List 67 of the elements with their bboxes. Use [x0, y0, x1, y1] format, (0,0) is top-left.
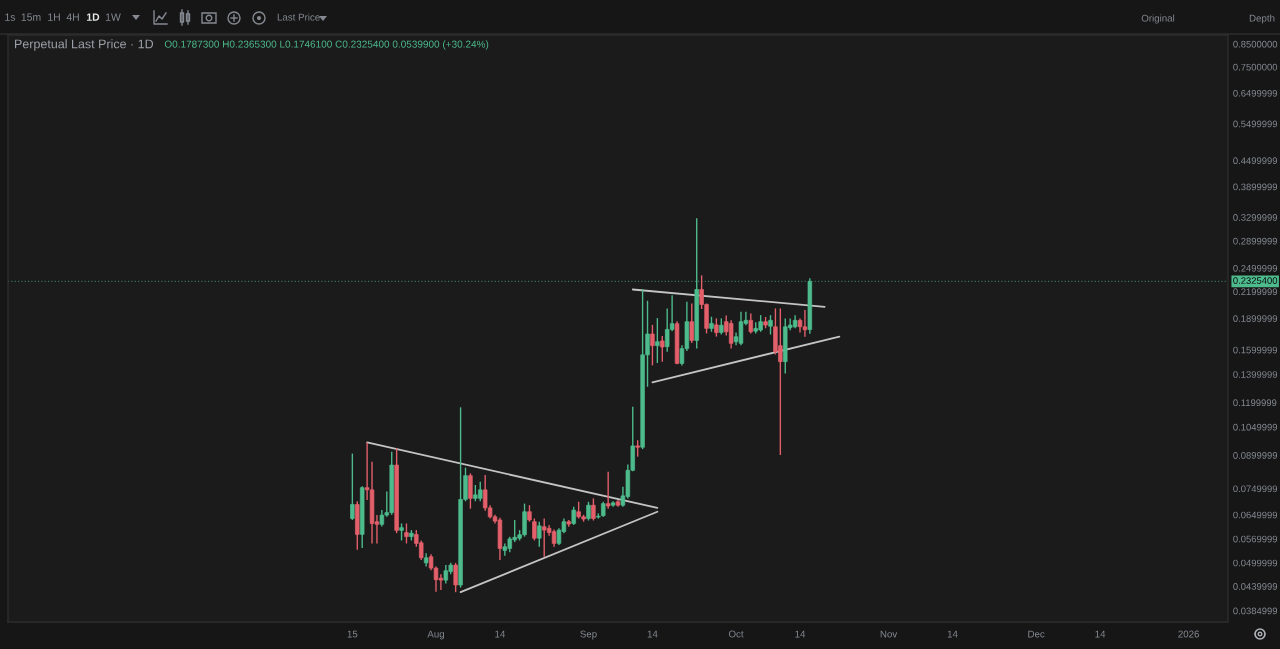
y-tick-label: 0.7500000 — [1233, 63, 1278, 71]
x-tick-label: Dec — [1028, 630, 1045, 638]
candlestick — [537, 521, 542, 548]
chart-title: Perpetual Last Price · 1D — [15, 39, 154, 51]
candlestick — [655, 317, 660, 364]
candlestick — [728, 319, 734, 350]
text: O0.1787300 H0.2365300 L0.1746100 C0.2325400 0.0539900 (+30.24%) — [164, 40, 489, 50]
y-tick-label: 0.1049999 — [1233, 423, 1278, 431]
text: 1s — [5, 13, 16, 21]
candlestick — [443, 564, 449, 585]
candlestick — [650, 324, 655, 367]
y-tick-label: 0.0439999 — [1233, 583, 1278, 590]
y-tick-label: 0.1599999 — [1233, 346, 1278, 354]
y-tick-label: 0.2199999 — [1233, 288, 1278, 296]
y-tick-label: 0.5499999 — [1233, 120, 1278, 128]
x-tick-label: 2026 — [1178, 630, 1200, 638]
x-tick-label: 14 — [647, 630, 658, 638]
x-tick-label: Oct — [728, 630, 744, 638]
candlestick — [571, 506, 576, 526]
y-tick-label: 0.0899999 — [1233, 452, 1278, 459]
candlestick — [689, 302, 695, 344]
candlestick — [714, 317, 719, 338]
y-tick-label: 0.0749999 — [1233, 485, 1278, 493]
text: Last Price — [277, 13, 320, 21]
candlestick — [591, 497, 596, 522]
y-tick-label: 0.2899999 — [1233, 237, 1278, 245]
x-tick-label: 14 — [495, 630, 506, 638]
candlestick — [404, 522, 409, 545]
x-tick-label: 15 — [347, 630, 358, 638]
y-tick-label: 0.2499999 — [1233, 264, 1278, 272]
candlestick — [768, 314, 773, 336]
x-tick-label: Nov — [880, 630, 898, 638]
y-tick-label: 0.0499999 — [1233, 559, 1278, 567]
y-tick-label: 0.0384999 — [1233, 607, 1278, 615]
y-tick-label: 0.3899999 — [1233, 183, 1278, 191]
x-tick-label: Sep — [580, 630, 597, 640]
y-tick-label: 0.8500000 — [1233, 40, 1278, 48]
candlestick — [468, 472, 473, 510]
candlestick — [350, 452, 355, 521]
y-tick-label: 0.0649999 — [1233, 511, 1278, 519]
candlestick — [453, 562, 458, 593]
candlestick — [605, 471, 611, 510]
text: 1D — [87, 13, 100, 21]
candlestick — [502, 542, 508, 557]
x-tick-label: 14 — [1095, 630, 1106, 638]
x-tick-label: 14 — [795, 630, 806, 638]
y-tick-label: 0.3299999 — [1233, 214, 1278, 221]
candlestick — [660, 335, 665, 363]
candlestick — [738, 311, 744, 347]
y-tick-label: 0.6499999 — [1233, 89, 1278, 97]
x-tick-label: 14 — [947, 630, 958, 638]
x-tick-label: Aug — [427, 630, 445, 640]
y-tick-label: 0.1199999 — [1233, 399, 1277, 407]
y-tick-label: 0.0569999 — [1233, 535, 1278, 543]
candlestick — [748, 312, 754, 335]
ref-line-label: 0.2325400 — [1233, 277, 1278, 284]
y-tick-label: 0.1399999 — [1233, 371, 1278, 378]
text: 1H — [48, 13, 60, 21]
text: Depth — [1249, 14, 1275, 24]
candlestick — [586, 501, 591, 522]
y-tick-label: 0.4499999 — [1233, 157, 1278, 165]
candlestick — [532, 517, 537, 542]
text: 1W — [105, 13, 121, 21]
text: 15m — [21, 13, 41, 21]
text: Original — [1141, 14, 1175, 24]
y-tick-label: 0.1899999 — [1233, 315, 1278, 322]
text: 4H — [66, 13, 79, 21]
